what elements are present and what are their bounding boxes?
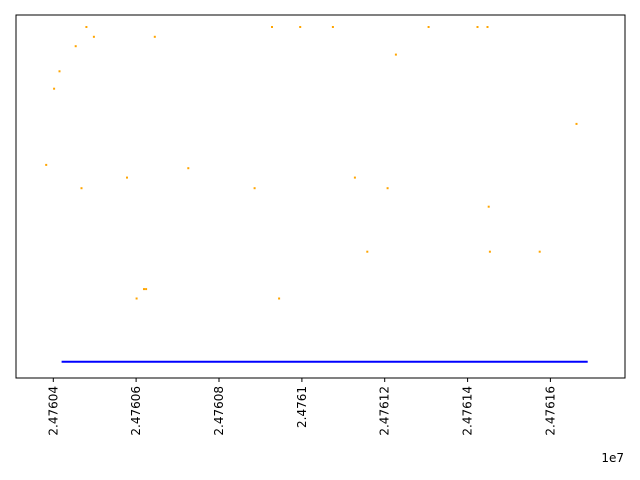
data-point-16 [299, 26, 302, 28]
data-point-2 [58, 70, 61, 73]
data-point-3 [74, 45, 77, 48]
data-point-1 [53, 87, 56, 90]
x-tick-label-5: 2.47614 [461, 386, 475, 436]
data-point-20 [386, 187, 389, 190]
data-point-4 [80, 187, 83, 190]
plot-frame [15, 14, 626, 379]
x-tick-label-4: 2.47612 [378, 386, 392, 436]
data-point-0 [45, 163, 48, 166]
plot-marks [45, 26, 588, 363]
data-point-28 [575, 122, 578, 125]
x-axis-offset-label: 1e7 [601, 451, 624, 465]
data-point-5 [85, 26, 88, 28]
data-point-12 [187, 167, 190, 170]
data-point-18 [353, 176, 356, 179]
data-point-7 [126, 176, 128, 179]
data-point-21 [394, 53, 397, 56]
data-point-23 [476, 26, 479, 28]
data-point-9 [143, 288, 145, 291]
data-point-15 [278, 297, 281, 300]
data-point-10 [145, 288, 148, 291]
data-point-11 [153, 35, 156, 38]
x-axis-ticks: 2.47604 2.47606 2.47608 2.4761 2.47612 2.4761… [46, 378, 557, 436]
data-point-19 [366, 250, 369, 253]
x-tick-label-6: 2.47616 [543, 386, 557, 436]
data-point-13 [253, 187, 256, 190]
data-point-17 [331, 26, 334, 28]
data-point-26 [488, 250, 491, 253]
data-point-24 [486, 26, 489, 28]
x-tick-label-0: 2.47604 [46, 386, 60, 436]
data-point-6 [92, 35, 95, 38]
data-point-22 [427, 26, 430, 28]
data-point-25 [487, 205, 490, 208]
data-point-27 [538, 250, 541, 253]
x-tick-label-2: 2.47608 [212, 386, 226, 436]
x-tick-label-1: 2.47606 [129, 386, 143, 436]
data-point-14 [271, 26, 273, 28]
data-point-8 [135, 297, 138, 300]
x-tick-label-3: 2.4761 [295, 386, 309, 428]
